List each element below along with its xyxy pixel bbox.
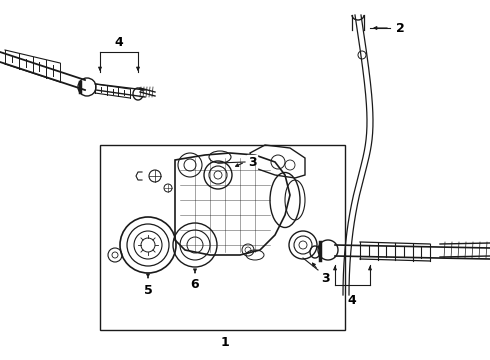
Text: 3: 3	[320, 271, 329, 284]
Text: 4: 4	[347, 293, 356, 306]
Text: 2: 2	[395, 22, 404, 35]
Text: 3: 3	[247, 156, 256, 168]
Text: 4: 4	[115, 36, 123, 49]
Text: 1: 1	[220, 336, 229, 348]
Text: 6: 6	[191, 279, 199, 292]
Circle shape	[149, 170, 161, 182]
Text: 5: 5	[144, 284, 152, 297]
Bar	[100, 145, 345, 330]
Circle shape	[164, 184, 172, 192]
